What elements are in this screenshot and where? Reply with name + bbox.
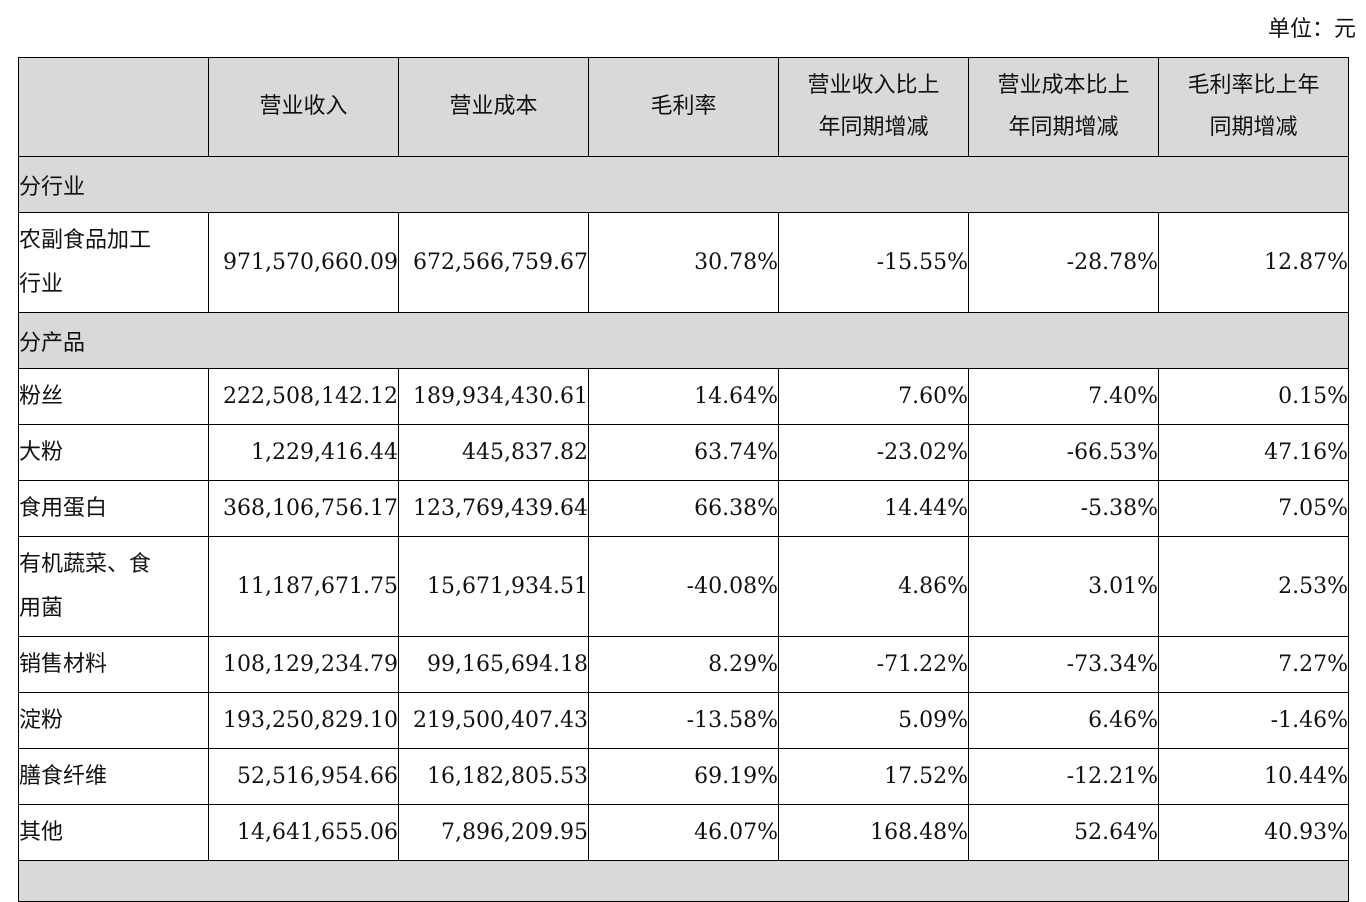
section-row-product: 分产品: [18, 312, 1349, 369]
cell-revenue-change: 5.09%: [778, 692, 969, 749]
cell-margin-change: 7.05%: [1158, 480, 1349, 537]
cell-revenue-change: 168.48%: [778, 804, 969, 861]
section-label-industry: 分行业: [18, 156, 1349, 213]
cell-margin-change: 12.87%: [1158, 212, 1349, 313]
header-revenue: 营业收入: [208, 57, 399, 157]
cell-revenue-change: 7.60%: [778, 368, 969, 425]
cell-revenue-change: -23.02%: [778, 424, 969, 481]
cell-margin: -13.58%: [588, 692, 779, 749]
table-row: 有机蔬菜、食 用菌 11,187,671.75 15,671,934.51 -4…: [18, 536, 1349, 637]
financial-table: 营业收入 营业成本 毛利率 营业收入比上 年同期增减 营业成本比上 年同期增减 …: [18, 57, 1349, 902]
cell-revenue: 108,129,234.79: [208, 636, 399, 693]
cell-cost: 189,934,430.61: [398, 368, 589, 425]
cell-margin: 46.07%: [588, 804, 779, 861]
cell-revenue: 11,187,671.75: [208, 536, 399, 637]
cell-revenue-change: 17.52%: [778, 748, 969, 805]
table-row: 大粉 1,229,416.44 445,837.82 63.74% -23.02…: [18, 424, 1349, 481]
row-label: 销售材料: [18, 636, 209, 693]
cell-cost: 15,671,934.51: [398, 536, 589, 637]
cell-margin-change: 47.16%: [1158, 424, 1349, 481]
row-label: 有机蔬菜、食 用菌: [18, 536, 209, 637]
cell-margin: 30.78%: [588, 212, 779, 313]
cell-margin-change: -1.46%: [1158, 692, 1349, 749]
section-label-product: 分产品: [18, 312, 1349, 369]
cell-revenue: 1,229,416.44: [208, 424, 399, 481]
cell-revenue-change: 4.86%: [778, 536, 969, 637]
row-label: 大粉: [18, 424, 209, 481]
table-header-row: 营业收入 营业成本 毛利率 营业收入比上 年同期增减 营业成本比上 年同期增减 …: [18, 57, 1349, 157]
cell-cost-change: -12.21%: [968, 748, 1159, 805]
section-row-industry: 分行业: [18, 156, 1349, 213]
table-row: 膳食纤维 52,516,954.66 16,182,805.53 69.19% …: [18, 748, 1349, 805]
header-margin-yoy-line2: 同期增减: [1209, 115, 1298, 140]
row-label: 粉丝: [18, 368, 209, 425]
cell-cost: 672,566,759.67: [398, 212, 589, 313]
cell-revenue: 52,516,954.66: [208, 748, 399, 805]
cell-cost: 123,769,439.64: [398, 480, 589, 537]
table-row-partial: [18, 860, 1349, 902]
row-label: 农副食品加工 行业: [18, 212, 209, 313]
cell-margin: -40.08%: [588, 536, 779, 637]
cell-margin: 14.64%: [588, 368, 779, 425]
table-row: 淀粉 193,250,829.10 219,500,407.43 -13.58%…: [18, 692, 1349, 749]
header-cost: 营业成本: [398, 57, 589, 157]
row-label: 膳食纤维: [18, 748, 209, 805]
table-row: 粉丝 222,508,142.12 189,934,430.61 14.64% …: [18, 368, 1349, 425]
cell-revenue-change: -15.55%: [778, 212, 969, 313]
table-row: 其他 14,641,655.06 7,896,209.95 46.07% 168…: [18, 804, 1349, 861]
cell-margin: 8.29%: [588, 636, 779, 693]
cell-revenue: 14,641,655.06: [208, 804, 399, 861]
cell-cost-change: 52.64%: [968, 804, 1159, 861]
unit-label: 单位：元: [1267, 17, 1356, 42]
cell-margin-change: 40.93%: [1158, 804, 1349, 861]
cell-cost: 219,500,407.43: [398, 692, 589, 749]
row-label-line1: 农副食品加工: [19, 227, 152, 253]
header-cell-blank: [18, 57, 209, 157]
cell-cost: 16,182,805.53: [398, 748, 589, 805]
cell-cost: 99,165,694.18: [398, 636, 589, 693]
cell-revenue: 193,250,829.10: [208, 692, 399, 749]
header-margin-yoy: 毛利率比上年 同期增减: [1158, 57, 1349, 157]
cell-cost-change: -66.53%: [968, 424, 1159, 481]
table-row: 销售材料 108,129,234.79 99,165,694.18 8.29% …: [18, 636, 1349, 693]
row-label-line1: 有机蔬菜、食: [19, 551, 152, 577]
cell-revenue-change: -71.22%: [778, 636, 969, 693]
row-label: 淀粉: [18, 692, 209, 749]
row-label: 食用蛋白: [18, 480, 209, 537]
cell-margin-change: 7.27%: [1158, 636, 1349, 693]
cell-cost-change: -28.78%: [968, 212, 1159, 313]
header-revenue-yoy-line1: 营业收入比上: [807, 73, 940, 98]
cell-cost-change: 6.46%: [968, 692, 1159, 749]
cell-revenue: 971,570,660.09: [208, 212, 399, 313]
header-cost-yoy: 营业成本比上 年同期增减: [968, 57, 1159, 157]
row-label-line2: 用菌: [19, 595, 64, 621]
cell-cost-change: -73.34%: [968, 636, 1159, 693]
row-label-line2: 行业: [19, 271, 64, 297]
cell-margin: 66.38%: [588, 480, 779, 537]
cell-cost: 445,837.82: [398, 424, 589, 481]
cell-cost-change: 7.40%: [968, 368, 1159, 425]
cell-margin: 63.74%: [588, 424, 779, 481]
header-cost-yoy-line2: 年同期增减: [1008, 115, 1119, 140]
cell-margin-change: 10.44%: [1158, 748, 1349, 805]
cell-cost: 7,896,209.95: [398, 804, 589, 861]
cell-revenue-change: 14.44%: [778, 480, 969, 537]
cell-margin: 69.19%: [588, 748, 779, 805]
table-row: 食用蛋白 368,106,756.17 123,769,439.64 66.38…: [18, 480, 1349, 537]
cell-margin-change: 0.15%: [1158, 368, 1349, 425]
table-row: 农副食品加工 行业 971,570,660.09 672,566,759.67 …: [18, 212, 1349, 313]
row-label: 其他: [18, 804, 209, 861]
cell-revenue: 222,508,142.12: [208, 368, 399, 425]
cell-cost-change: 3.01%: [968, 536, 1159, 637]
cell-margin-change: 2.53%: [1158, 536, 1349, 637]
cell-cost-change: -5.38%: [968, 480, 1159, 537]
header-cost-yoy-line1: 营业成本比上: [997, 73, 1130, 98]
header-revenue-yoy-line2: 年同期增减: [818, 115, 929, 140]
header-gross-margin: 毛利率: [588, 57, 779, 157]
cell-revenue: 368,106,756.17: [208, 480, 399, 537]
partial-section-row: [18, 860, 1349, 902]
header-revenue-yoy: 营业收入比上 年同期增减: [778, 57, 969, 157]
header-margin-yoy-line1: 毛利率比上年: [1187, 73, 1320, 98]
